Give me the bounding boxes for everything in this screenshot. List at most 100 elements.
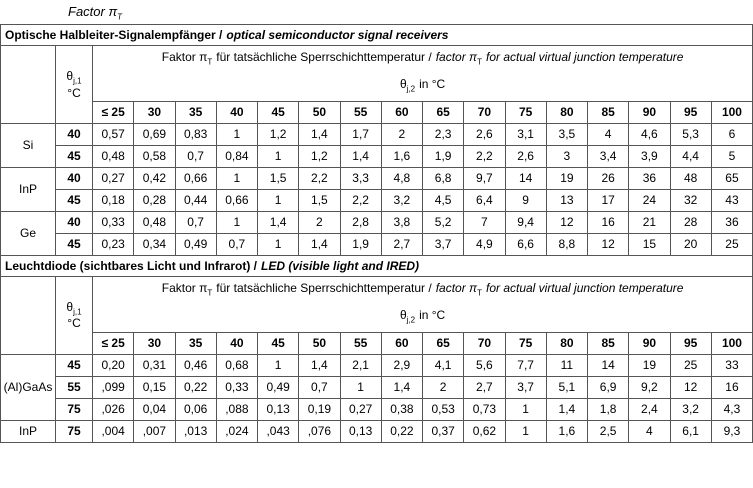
theta2-unit: in °C (419, 308, 446, 323)
column-header: 80 (545, 331, 589, 355)
cell-value: 0,20 (91, 353, 135, 377)
cell-value: 4,1 (421, 353, 465, 377)
theta2-sub: j,2 (406, 84, 416, 94)
header-row: θj,1 °C Faktor πT für tatsächliche Sperrsch… (0, 275, 753, 355)
cell-value: 9,4 (504, 210, 547, 234)
cell-value: 25 (710, 232, 753, 256)
cell-value: 12 (545, 210, 589, 234)
cell-value: 3,4 (586, 144, 630, 168)
data-row: 45 0,18 0,28 0,44 0,66 1 1,5 2,2 3,2 4,5 6,4 9 13 17 2… (1, 188, 753, 212)
cell-value: 11 (545, 353, 589, 377)
cell-value: ,013 (174, 419, 217, 443)
cell-value: 4 (586, 122, 630, 146)
theta1-unit: °C (67, 316, 81, 331)
column-header: 90 (628, 331, 671, 355)
theta1-cell: θj,1 °C (55, 275, 93, 355)
cell-value: 0,27 (91, 166, 135, 190)
theta2-sub: j,2 (406, 315, 416, 325)
cell-value: 12 (669, 375, 712, 399)
cell-value: 5,1 (545, 375, 589, 399)
cell-value: 4,5 (421, 188, 465, 212)
cell-value: 3 (545, 144, 589, 168)
theta1-unit: °C (67, 85, 81, 100)
column-header: 40 (215, 331, 259, 355)
section-heading: Optische Halbleiter-Signalempfänger / opt… (0, 24, 753, 46)
cell-value: 9,3 (710, 419, 753, 443)
cell-value: 2,2 (339, 188, 382, 212)
column-header: ≤ 25 (91, 100, 135, 124)
cell-value: 2 (380, 122, 424, 146)
cell-value: ,043 (256, 419, 300, 443)
column-header: 85 (586, 100, 630, 124)
column-header: 65 (421, 331, 465, 355)
theta2-symbol: θ (399, 77, 407, 92)
cell-value: 0,18 (91, 188, 135, 212)
cell-value: 12 (586, 232, 630, 256)
cell-value: 0,37 (421, 419, 465, 443)
cell-value: 3,9 (628, 144, 671, 168)
cell-value: 19 (545, 166, 589, 190)
cell-value: 24 (628, 188, 671, 212)
column-header: 45 (256, 100, 300, 124)
section-heading-row: Leuchtdiode (sichtbares Licht und Infrar… (0, 254, 753, 277)
factor-table: Optische Halbleiter-Signalempfänger / opt… (0, 24, 753, 443)
cell-value: 1 (339, 375, 382, 399)
page-title: Factor πT (0, 0, 753, 24)
cell-value: 2 (421, 375, 465, 399)
cell-value: 2,2 (298, 166, 341, 190)
cell-value: 5 (710, 144, 753, 168)
data-row: 45 0,48 0,58 0,7 0,84 1 1,2 1,4 1,6 1,9 2,2 2,6 3 3,4… (1, 144, 753, 168)
cell-value: 0,22 (174, 375, 217, 399)
column-header: 85 (586, 331, 630, 355)
cell-value: 4,6 (628, 122, 671, 146)
cell-value: 36 (710, 210, 753, 234)
cell-value: 9 (504, 188, 547, 212)
cell-value: 0,68 (215, 353, 259, 377)
cell-value: 65 (710, 166, 753, 190)
cell-value: 0,66 (174, 166, 217, 190)
column-header: 75 (504, 100, 547, 124)
desc-en-sub: T (477, 288, 482, 298)
cell-value: 3,8 (380, 210, 424, 234)
cell-value: 43 (710, 188, 753, 212)
cell-value: ,099 (91, 375, 135, 399)
cell-value: 16 (710, 375, 753, 399)
cell-value: 1,4 (298, 353, 341, 377)
theta-value: 40 (55, 210, 93, 234)
material: (Al)GaAs (0, 353, 56, 421)
cell-value: 1 (256, 188, 300, 212)
cell-value: 6,6 (504, 232, 547, 256)
header-row: θj,1 °C Faktor πT für tatsächliche Sperrsch… (0, 45, 753, 124)
cell-value: 0,04 (133, 397, 176, 421)
cell-value: 1,4 (380, 375, 424, 399)
cell-value: 4 (628, 419, 671, 443)
cell-value: 1,4 (256, 210, 300, 234)
table-body: Optische Halbleiter-Signalempfänger / opt… (0, 24, 753, 443)
cell-value: 1,5 (298, 188, 341, 212)
cell-value: 0,69 (133, 122, 176, 146)
cell-value: 3,1 (504, 122, 547, 146)
cell-value: 1,8 (586, 397, 630, 421)
cell-value: 17 (586, 188, 630, 212)
cell-value: 14 (586, 353, 630, 377)
cell-value: 2,6 (463, 122, 506, 146)
cell-value: 1,9 (339, 232, 382, 256)
theta-value: 40 (55, 122, 93, 146)
cell-value: 0,33 (215, 375, 259, 399)
theta-value: 75 (55, 397, 93, 421)
cell-value: 1,4 (545, 397, 589, 421)
cell-value: 1,7 (339, 122, 382, 146)
cell-value: 0,7 (298, 375, 341, 399)
cell-value: 1,2 (298, 144, 341, 168)
theta-value: 45 (55, 232, 93, 256)
heading-de: Optische Halbleiter-Signalempfänger / (5, 28, 223, 42)
cell-value: ,088 (215, 397, 259, 421)
column-header: ≤ 25 (91, 331, 135, 355)
material: InP (0, 166, 56, 212)
cell-value: 0,44 (174, 188, 217, 212)
cell-value: 0,23 (91, 232, 135, 256)
cell-value: 0,06 (174, 397, 217, 421)
cell-value: 1 (256, 144, 300, 168)
desc-en-pre: factor π (435, 50, 478, 64)
